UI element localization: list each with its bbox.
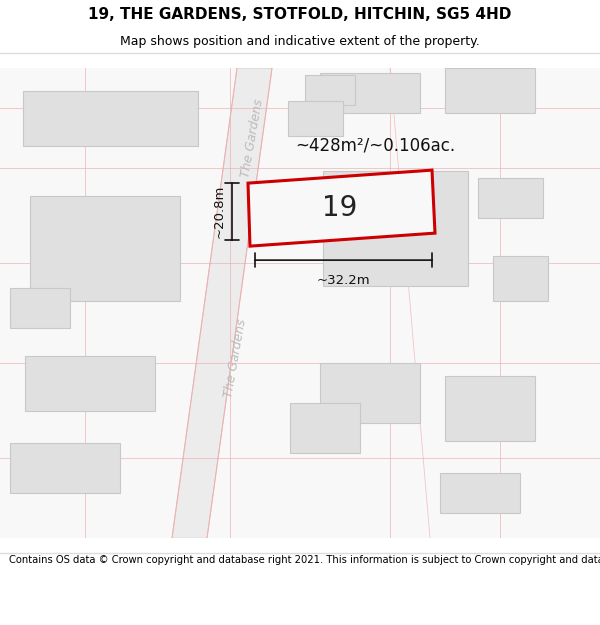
Polygon shape bbox=[290, 403, 360, 453]
Text: The Gardens: The Gardens bbox=[239, 98, 265, 179]
Polygon shape bbox=[320, 73, 420, 113]
Polygon shape bbox=[478, 178, 542, 218]
Polygon shape bbox=[287, 101, 343, 136]
Text: 19, THE GARDENS, STOTFOLD, HITCHIN, SG5 4HD: 19, THE GARDENS, STOTFOLD, HITCHIN, SG5 … bbox=[88, 8, 512, 22]
Polygon shape bbox=[323, 171, 467, 286]
Text: Map shows position and indicative extent of the property.: Map shows position and indicative extent… bbox=[120, 35, 480, 48]
Polygon shape bbox=[305, 75, 355, 105]
Text: The Gardens: The Gardens bbox=[221, 318, 248, 399]
Text: 19: 19 bbox=[322, 194, 358, 222]
Polygon shape bbox=[248, 170, 435, 246]
Polygon shape bbox=[493, 256, 548, 301]
Polygon shape bbox=[25, 356, 155, 411]
Text: ~20.8m: ~20.8m bbox=[213, 185, 226, 238]
Polygon shape bbox=[10, 288, 70, 328]
Polygon shape bbox=[172, 68, 272, 538]
Polygon shape bbox=[23, 91, 197, 146]
Polygon shape bbox=[320, 363, 420, 423]
Text: ~428m²/~0.106ac.: ~428m²/~0.106ac. bbox=[295, 136, 455, 154]
Text: Contains OS data © Crown copyright and database right 2021. This information is : Contains OS data © Crown copyright and d… bbox=[9, 554, 600, 564]
Polygon shape bbox=[10, 443, 120, 493]
Polygon shape bbox=[445, 68, 535, 112]
Polygon shape bbox=[30, 196, 180, 301]
Polygon shape bbox=[445, 376, 535, 441]
Text: ~32.2m: ~32.2m bbox=[317, 274, 370, 287]
Polygon shape bbox=[440, 473, 520, 513]
